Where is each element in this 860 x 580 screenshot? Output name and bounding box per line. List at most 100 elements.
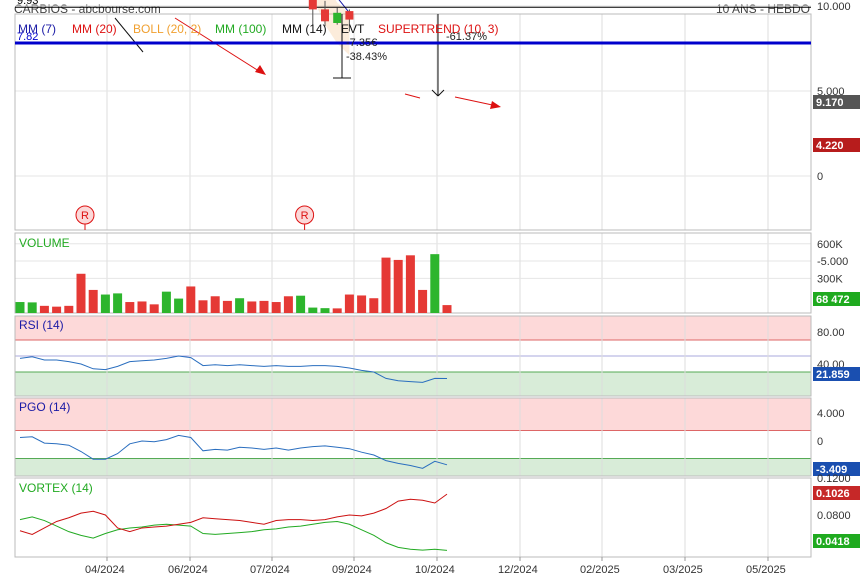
volume-bar (149, 304, 159, 313)
volume-bar (125, 302, 135, 313)
volume-last-badge-bg (813, 292, 860, 306)
volume-bar (369, 298, 379, 313)
x-label: 09/2024 (332, 564, 372, 576)
volume-bar (100, 294, 110, 313)
vortex-title: VORTEX (14) (19, 481, 93, 495)
st-marker-arrow-l (431, 89, 439, 97)
rsi-ytick: 80.00 (817, 327, 845, 339)
legend-item: BOLL (20, 2) (133, 22, 201, 36)
x-label: 06/2024 (168, 564, 208, 576)
volume-bar (405, 255, 415, 313)
volume-last-badge: 68 472 (816, 294, 850, 306)
volume-bar (137, 301, 147, 313)
pgo-last-badge-bg (813, 462, 860, 476)
trend-arrow-2 (404, 93, 421, 99)
volume-bar (332, 308, 342, 313)
trend-arrow-1-head (255, 65, 266, 75)
evt-annotation-1: -7.35€ (346, 37, 377, 49)
vortex-neg-badge: 0.1026 (816, 488, 850, 500)
trend-arrow-3 (454, 96, 498, 107)
volume-bar (320, 308, 330, 313)
last-price-badge: 9.170 (816, 97, 844, 109)
volume-bar (418, 289, 428, 313)
mm14-line (114, 17, 144, 53)
legend-item: MM (100) (215, 22, 266, 36)
pgo-last-badge: -3.409 (816, 464, 847, 476)
rsi-last-badge: 21.859 (816, 369, 850, 381)
volume-bar (88, 289, 98, 313)
hline-label: 7.82 (17, 31, 38, 43)
legend-item: MM (14) (282, 22, 327, 36)
candle (321, 9, 329, 22)
volume-bar (52, 306, 62, 313)
volume-bar (235, 298, 245, 313)
volume-bar (308, 307, 318, 313)
volume-bar (39, 305, 49, 313)
rsi-last-badge-bg (813, 367, 860, 381)
price-ytick: 0 (817, 171, 823, 183)
trend-arrow-1 (174, 17, 263, 74)
vortex-ytick: 0.1200 (817, 473, 851, 485)
vortex-ytick: 0.0800 (817, 510, 851, 522)
x-label: 07/2024 (250, 564, 290, 576)
legend-item: MM (20) (72, 22, 117, 36)
vortex-pos-badge: 0.0418 (816, 536, 850, 548)
rsi-oversold-zone (15, 372, 811, 396)
volume-bar (210, 296, 220, 313)
volume-bar (15, 302, 25, 313)
legend-item: MM (7) (18, 22, 56, 36)
price-ytick: -5.000 (817, 256, 848, 268)
last-price-badge-bg (813, 95, 860, 109)
volume-ytick: 600K (817, 239, 843, 251)
pgo-panel-frame (14, 397, 812, 477)
pgo-upper-zone (15, 398, 811, 431)
volume-bar (283, 296, 293, 313)
st-annotation: -61.37% (446, 31, 487, 43)
volume-bar (430, 254, 440, 313)
volume-bar (76, 273, 86, 313)
vortex-panel-frame (14, 477, 812, 558)
hline-label: 9.93 (17, 0, 38, 7)
x-label: 10/2024 (415, 564, 455, 576)
st-marker-arrow-r (437, 89, 445, 97)
marker-circle (295, 205, 315, 225)
x-label: 04/2024 (85, 564, 125, 576)
vortex-neg-line (19, 493, 448, 535)
volume-bar (344, 294, 354, 313)
x-label: 05/2025 (746, 564, 786, 576)
secondary-value-badge: 4.220 (816, 140, 844, 152)
pgo-title: PGO (14) (19, 400, 70, 414)
rsi-title: RSI (14) (19, 318, 64, 332)
candle (333, 12, 342, 23)
rsi-overbought-zone (15, 316, 811, 340)
marker-label: R (301, 210, 309, 222)
volume-bar (186, 286, 196, 313)
candle (308, 0, 317, 10)
volume-title: VOLUME (19, 236, 70, 250)
pgo-ytick: 4.000 (817, 408, 845, 420)
volume-bar (64, 305, 74, 313)
volume-bar (174, 298, 184, 313)
volume-ytick: 300K (817, 273, 843, 285)
x-label: 03/2025 (663, 564, 703, 576)
volume-bar (442, 305, 452, 313)
volume-bar (271, 302, 281, 313)
volume-bar (161, 291, 171, 313)
volume-bar (27, 302, 37, 313)
pgo-ytick: 0 (817, 436, 823, 448)
vortex-neg-badge-bg (813, 486, 860, 500)
rsi-line (19, 355, 448, 383)
price-panel-frame (14, 13, 812, 231)
volume-bar (296, 295, 306, 313)
secondary-value-badge-bg (813, 138, 860, 152)
volume-bar (259, 300, 269, 313)
volume-bar (113, 293, 123, 313)
rsi-panel-frame (14, 315, 812, 397)
vortex-pos-line (19, 516, 448, 551)
x-label: 12/2024 (498, 564, 538, 576)
trend-arrow-3-head (490, 101, 501, 109)
x-label: 02/2025 (580, 564, 620, 576)
marker-label: R (81, 210, 89, 222)
pgo-line (19, 434, 448, 469)
